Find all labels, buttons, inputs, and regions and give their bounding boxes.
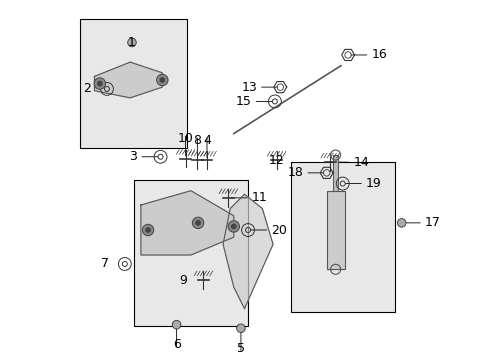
Text: 11: 11 <box>251 192 267 204</box>
Text: 17: 17 <box>424 216 440 229</box>
Circle shape <box>142 224 153 236</box>
Circle shape <box>231 224 235 229</box>
Bar <box>326 191 344 269</box>
Text: 8: 8 <box>193 134 201 147</box>
Polygon shape <box>141 191 233 255</box>
Text: 20: 20 <box>271 224 286 237</box>
Circle shape <box>160 78 164 82</box>
Text: 6: 6 <box>172 338 180 351</box>
Text: 12: 12 <box>268 154 284 167</box>
Circle shape <box>196 221 200 225</box>
Text: 10: 10 <box>177 132 193 145</box>
Bar <box>134 180 247 327</box>
Polygon shape <box>94 62 162 98</box>
Text: 4: 4 <box>203 134 210 147</box>
Text: 7: 7 <box>101 257 108 270</box>
Text: 19: 19 <box>365 177 381 190</box>
Circle shape <box>145 228 150 232</box>
Circle shape <box>192 217 203 229</box>
Text: 5: 5 <box>237 342 244 355</box>
Text: 18: 18 <box>287 166 303 179</box>
Bar <box>290 162 394 312</box>
Text: 1: 1 <box>128 36 136 49</box>
Circle shape <box>397 219 405 227</box>
Circle shape <box>98 81 102 86</box>
Text: 9: 9 <box>179 274 187 287</box>
Circle shape <box>156 74 168 86</box>
Circle shape <box>236 324 244 333</box>
Circle shape <box>94 78 105 89</box>
Circle shape <box>127 38 136 47</box>
Circle shape <box>172 320 181 329</box>
Text: 16: 16 <box>370 49 386 62</box>
Circle shape <box>227 221 239 232</box>
Text: 2: 2 <box>83 82 91 95</box>
Text: 14: 14 <box>353 156 368 168</box>
Text: 3: 3 <box>129 150 137 163</box>
Polygon shape <box>223 194 272 309</box>
Text: 15: 15 <box>235 95 251 108</box>
Text: 13: 13 <box>241 81 257 94</box>
Bar <box>332 155 338 191</box>
Bar <box>80 19 187 148</box>
